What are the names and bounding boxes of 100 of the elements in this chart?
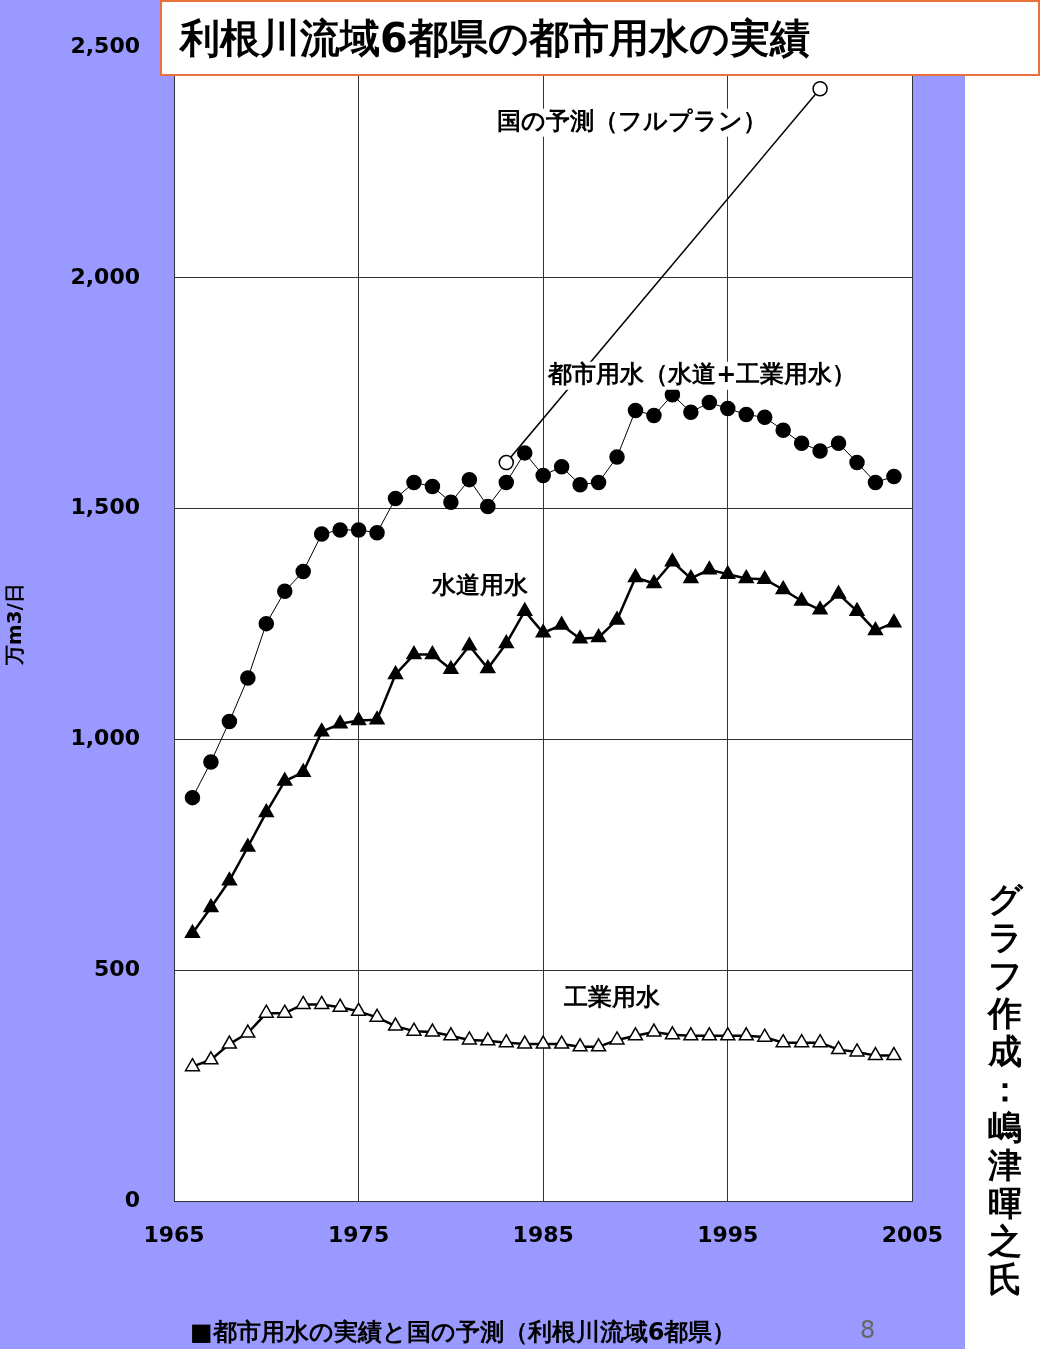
point	[867, 474, 884, 491]
point	[812, 443, 828, 459]
point	[830, 435, 847, 451]
point	[886, 468, 902, 485]
point	[664, 553, 681, 567]
point	[240, 1024, 256, 1038]
point	[332, 522, 348, 538]
point	[314, 722, 330, 737]
point	[590, 474, 607, 491]
point	[516, 445, 533, 461]
point	[627, 568, 644, 583]
x-tick-label: 1965	[143, 1221, 205, 1247]
x-tick-label: 1995	[697, 1221, 759, 1247]
point	[775, 422, 791, 439]
point	[277, 772, 293, 786]
point	[424, 478, 441, 495]
point	[350, 711, 367, 726]
point	[406, 474, 422, 491]
point	[313, 526, 330, 542]
point	[535, 467, 551, 484]
point	[277, 583, 293, 600]
point	[277, 1004, 293, 1018]
point	[830, 585, 847, 599]
point	[387, 665, 404, 680]
point	[867, 621, 884, 636]
point	[553, 1035, 570, 1049]
point	[572, 630, 588, 644]
point	[701, 394, 718, 411]
point	[314, 995, 330, 1010]
point	[609, 611, 625, 625]
point	[738, 1027, 754, 1041]
point	[886, 1046, 902, 1061]
series-label: 都市用水（水道+工業用水）	[547, 359, 857, 388]
point	[369, 1008, 385, 1023]
point	[775, 580, 791, 595]
point	[627, 1027, 644, 1041]
point	[240, 670, 256, 686]
y-axis-title: 万m3/日	[2, 583, 27, 667]
point	[295, 995, 311, 1010]
point	[498, 454, 515, 471]
point	[553, 616, 570, 630]
x-tick-label: 2005	[881, 1221, 943, 1247]
point	[387, 1017, 404, 1031]
point	[535, 624, 551, 638]
point	[406, 645, 422, 660]
point	[424, 645, 441, 660]
point	[609, 449, 625, 465]
series-label: 工業用水	[563, 983, 662, 1012]
y-tick-label: 2,500	[70, 32, 140, 58]
point	[517, 602, 533, 616]
point	[793, 1033, 810, 1048]
text: グラフ作成：嶋津暉之氏	[987, 879, 1023, 1299]
point	[369, 524, 385, 541]
point	[424, 1023, 441, 1037]
chart-title: 利根川流域6都県の都市用水の実績	[180, 14, 810, 63]
point	[646, 407, 662, 424]
point	[517, 1035, 533, 1049]
point	[203, 898, 219, 913]
point	[738, 569, 754, 584]
point	[812, 80, 828, 97]
point	[775, 1033, 791, 1048]
point	[387, 490, 404, 507]
y-tick-label: 1,000	[70, 725, 140, 751]
point	[683, 569, 699, 584]
point	[590, 1038, 607, 1052]
point	[646, 574, 662, 589]
point	[203, 1051, 219, 1065]
point	[443, 660, 459, 675]
point	[646, 1023, 662, 1037]
point	[812, 1033, 828, 1048]
point	[258, 615, 275, 632]
point	[461, 471, 478, 488]
point	[535, 1035, 551, 1049]
point	[350, 522, 367, 538]
x-tick-label: 1975	[327, 1221, 390, 1247]
point	[830, 1040, 847, 1055]
point	[738, 406, 754, 423]
series-label: 国の予測（フルプラン）	[497, 106, 768, 135]
point	[683, 404, 699, 421]
point	[720, 400, 736, 417]
point	[757, 1028, 773, 1042]
point	[553, 458, 570, 475]
point	[332, 715, 348, 729]
point	[812, 601, 828, 615]
y-tick-label: 0	[124, 1186, 140, 1212]
point	[184, 1057, 201, 1072]
point	[184, 924, 201, 939]
point	[720, 565, 736, 580]
point	[793, 435, 810, 451]
point	[369, 710, 385, 725]
point	[867, 1046, 884, 1061]
point	[849, 454, 865, 471]
point	[849, 1043, 865, 1057]
point	[627, 402, 644, 419]
point	[849, 602, 865, 616]
point	[221, 871, 238, 886]
point	[221, 713, 238, 730]
point	[203, 754, 219, 770]
x-tick-label: 1985	[512, 1221, 574, 1247]
point	[886, 613, 902, 628]
